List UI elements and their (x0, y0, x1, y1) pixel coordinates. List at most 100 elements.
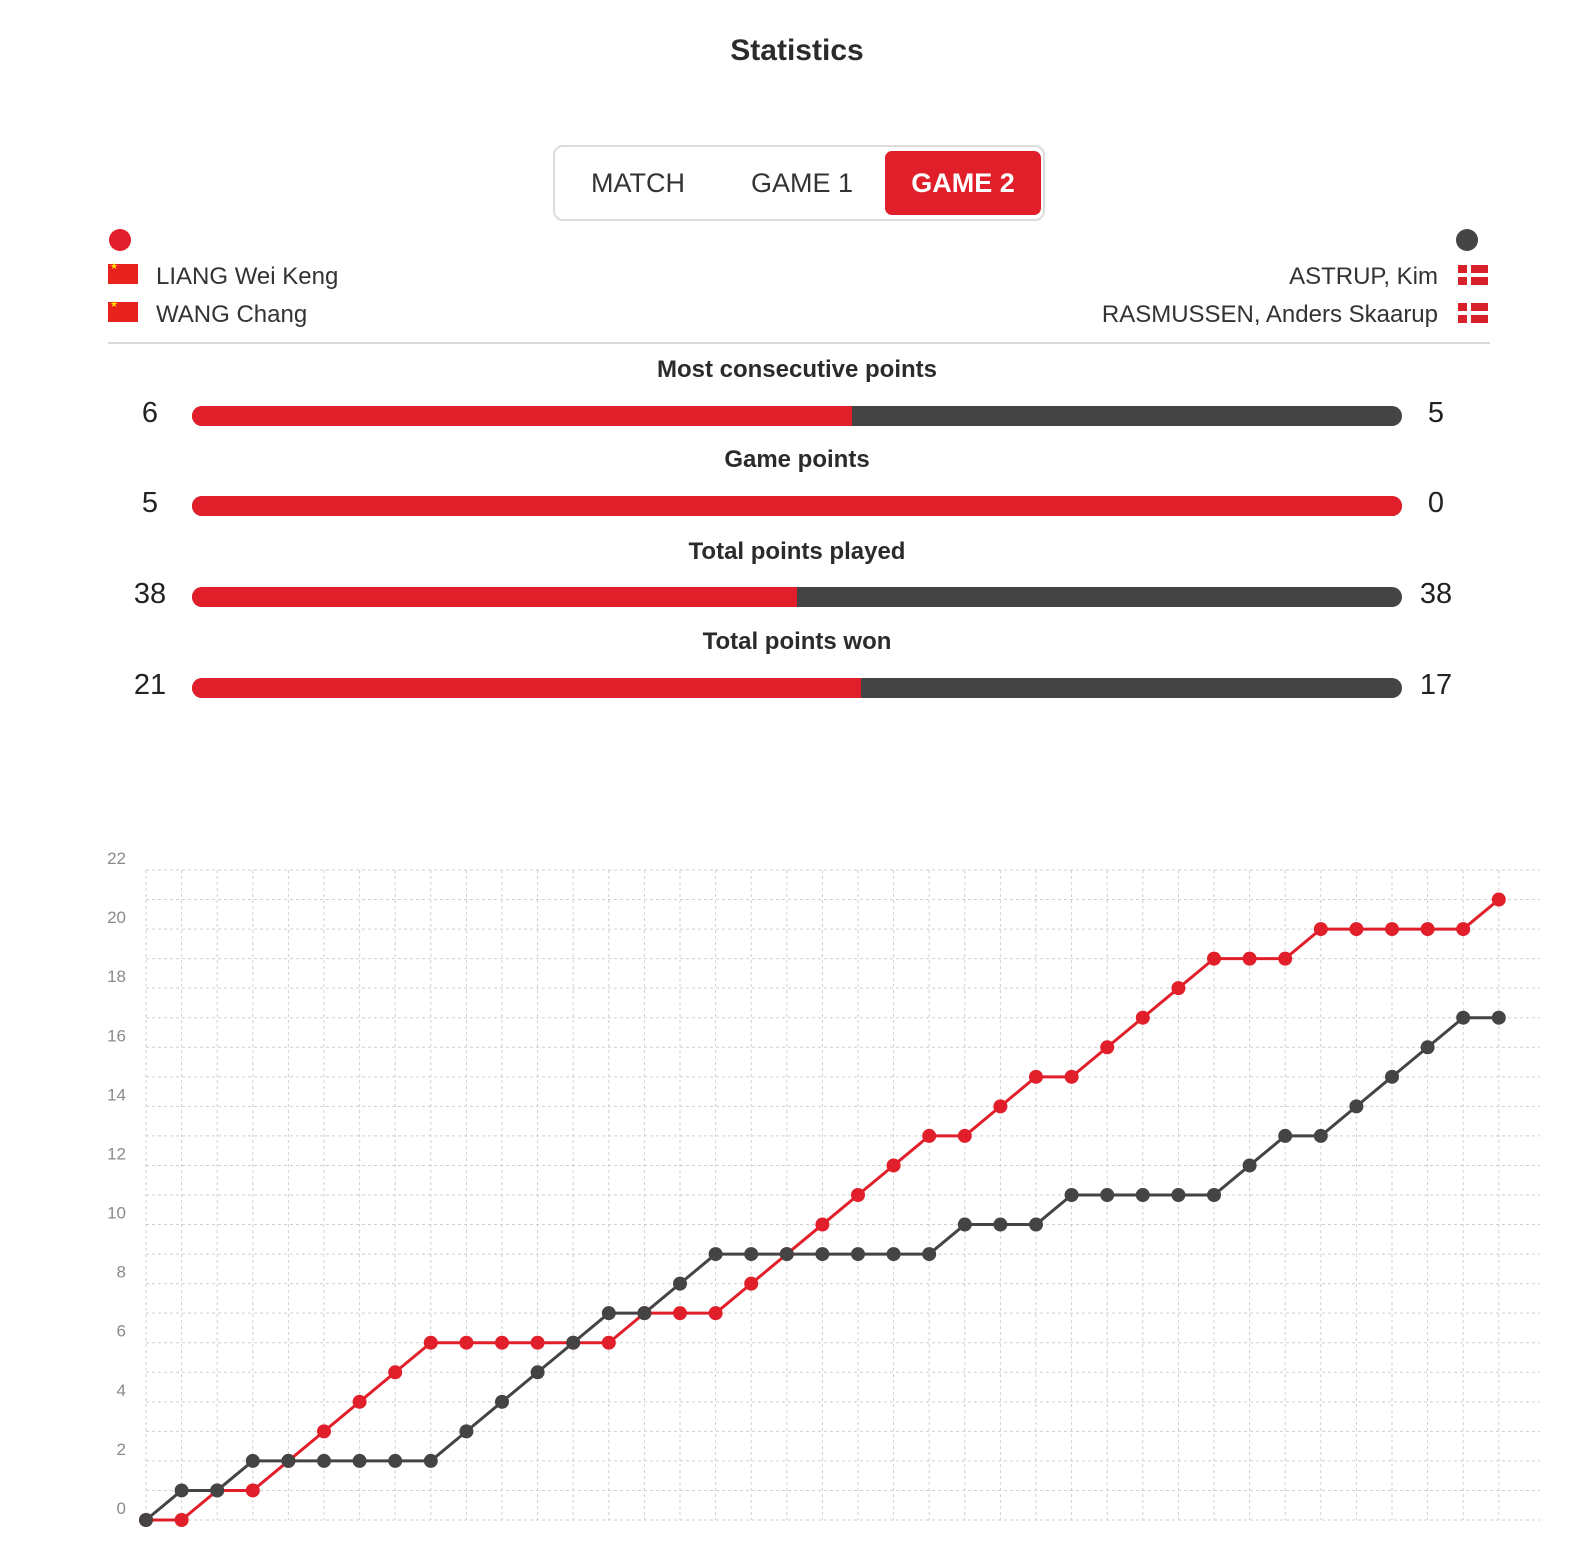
data-point-series-1 (779, 1247, 794, 1262)
data-point-series-0 (851, 1188, 865, 1202)
data-point-series-1 (352, 1453, 367, 1468)
tab-game-2[interactable]: GAME 2 (885, 151, 1041, 215)
stat-bar (192, 496, 1402, 516)
y-tick-label: 6 (117, 1322, 126, 1341)
data-point-series-0 (993, 1099, 1008, 1114)
data-point-series-1 (1207, 1188, 1221, 1202)
data-point-series-1 (957, 1217, 972, 1232)
stat-bar-left-fill (192, 496, 1402, 516)
stat-right-value: 0 (1427, 487, 1445, 519)
data-point-series-0 (886, 1158, 901, 1173)
data-point-series-1 (1456, 1010, 1471, 1025)
stat-left-value: 5 (141, 487, 159, 519)
data-point-series-0 (1242, 951, 1257, 966)
data-point-series-1 (922, 1247, 937, 1262)
data-point-series-0 (423, 1335, 438, 1350)
y-tick-label: 20 (107, 908, 126, 927)
score-progression-chart: 0 2 4 6 8 10 12 14 16 18 20 22 (107, 849, 1540, 1527)
data-point-series-0 (1029, 1069, 1043, 1084)
data-point-series-1 (1349, 1099, 1364, 1114)
data-point-series-1 (1242, 1158, 1257, 1173)
stat-bar-left-fill (192, 678, 861, 698)
stat-right-value: 17 (1419, 669, 1453, 701)
y-tick-label: 4 (117, 1381, 126, 1400)
data-point-series-0 (1100, 1040, 1115, 1055)
team-left-color-dot (109, 229, 131, 251)
data-point-series-1 (673, 1276, 687, 1291)
data-point-series-0 (352, 1394, 367, 1409)
data-point-series-1 (1171, 1188, 1186, 1202)
data-point-series-0 (708, 1306, 723, 1321)
data-point-series-1 (566, 1335, 581, 1350)
data-point-series-1 (708, 1247, 723, 1262)
data-point-series-1 (1064, 1188, 1079, 1202)
data-point-series-0 (1456, 922, 1471, 937)
data-point-series-1 (1100, 1188, 1115, 1202)
y-tick-label: 10 (107, 1204, 126, 1223)
data-point-series-1 (1135, 1188, 1150, 1202)
china-flag-icon (108, 261, 138, 284)
data-point-series-1 (317, 1453, 331, 1468)
data-point-series-1 (245, 1453, 260, 1468)
data-point-series-0 (1313, 922, 1328, 937)
stat-bar (192, 678, 1402, 698)
stat-left-value: 38 (133, 578, 167, 610)
data-point-series-1 (210, 1483, 225, 1498)
data-point-series-0 (1278, 951, 1293, 966)
stat-label: Most consecutive points (656, 356, 938, 383)
data-point-series-0 (495, 1335, 509, 1350)
data-point-series-0 (530, 1335, 545, 1350)
data-point-series-1 (1385, 1069, 1399, 1084)
stat-right-value: 38 (1419, 578, 1453, 610)
data-point-series-0 (1171, 981, 1186, 996)
stat-right-value: 5 (1427, 397, 1445, 429)
data-point-series-1 (637, 1306, 652, 1321)
data-point-series-0 (245, 1483, 260, 1498)
y-tick-label: 22 (107, 849, 126, 868)
data-point-series-0 (1349, 922, 1364, 937)
data-point-series-1 (530, 1365, 545, 1380)
data-point-series-1 (281, 1453, 296, 1468)
y-tick-label: 2 (117, 1440, 126, 1459)
data-point-series-1 (993, 1217, 1008, 1232)
data-point-series-0 (459, 1335, 474, 1350)
data-point-series-1 (1278, 1128, 1293, 1143)
tab-game-1[interactable]: GAME 1 (750, 168, 854, 198)
data-point-series-0 (957, 1128, 972, 1143)
y-tick-label: 16 (107, 1026, 126, 1045)
data-point-series-0 (601, 1335, 616, 1350)
stat-label: Total points won (702, 628, 892, 655)
data-point-series-0 (1420, 922, 1435, 937)
data-point-series-1 (601, 1306, 616, 1321)
data-point-series-0 (174, 1513, 189, 1527)
data-point-series-1 (423, 1453, 438, 1468)
stat-left-value: 21 (133, 669, 167, 701)
data-point-series-1 (886, 1247, 901, 1262)
player-name: ASTRUP, Kim (1289, 263, 1438, 290)
data-point-series-1 (495, 1394, 509, 1409)
data-point-series-1 (174, 1483, 189, 1498)
denmark-flag-icon (1458, 303, 1488, 323)
data-point-series-0 (1207, 951, 1221, 966)
stat-bar-left-fill (192, 406, 852, 426)
player-name: WANG Chang (156, 301, 308, 328)
game-tabs: MATCH GAME 1 GAME 2 (553, 145, 1045, 221)
tab-match[interactable]: MATCH (591, 168, 685, 198)
data-point-series-1 (459, 1424, 474, 1439)
data-point-series-1 (139, 1513, 153, 1527)
data-point-series-0 (922, 1128, 937, 1143)
player-name: LIANG Wei Keng (156, 263, 339, 290)
data-point-series-1 (851, 1247, 865, 1262)
data-point-series-0 (744, 1276, 759, 1291)
stat-bar (192, 587, 1402, 607)
data-point-series-0 (1064, 1069, 1079, 1084)
player-name: RASMUSSEN, Anders Skaarup (1101, 301, 1438, 328)
data-point-series-1 (1491, 1010, 1506, 1025)
team-right-color-dot (1456, 229, 1478, 251)
denmark-flag-icon (1458, 265, 1488, 285)
y-tick-label: 12 (107, 1144, 126, 1163)
data-point-series-1 (388, 1453, 403, 1468)
data-point-series-0 (673, 1306, 687, 1321)
y-tick-label: 18 (107, 967, 126, 986)
stat-bar-left-fill (192, 587, 797, 607)
